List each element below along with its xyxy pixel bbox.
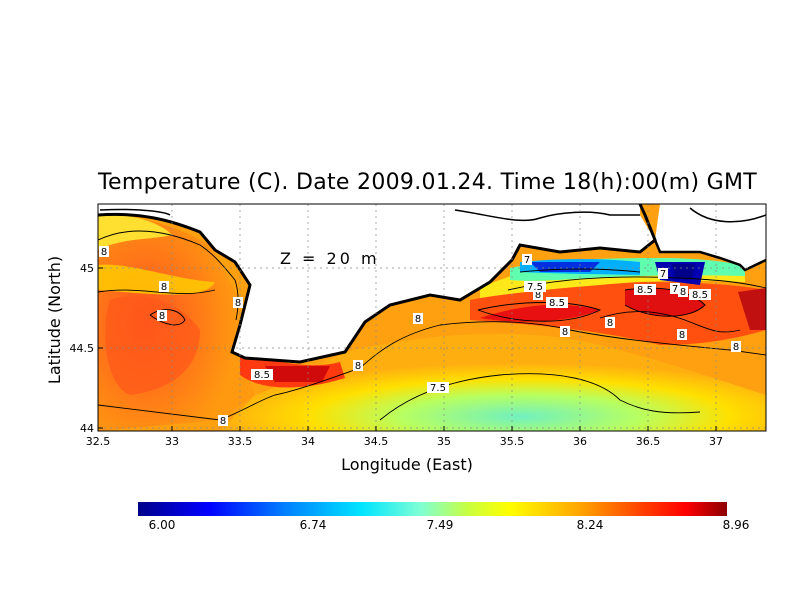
contour-label: 8 <box>413 313 423 325</box>
svg-text:8: 8 <box>415 314 421 325</box>
contour-label: 8 <box>233 297 243 309</box>
west-warm-core <box>105 296 200 395</box>
plot-frame <box>97 203 767 432</box>
x-tick-label: 34.5 <box>364 435 389 448</box>
contour-label: 8.5 <box>546 297 568 309</box>
central-cool-region <box>220 333 766 431</box>
svg-text:8.5: 8.5 <box>637 285 653 296</box>
depth-label: Z = 20 m <box>280 249 380 268</box>
contour-label: 7 <box>658 268 668 280</box>
west-yellow-band <box>98 264 215 295</box>
x-axis: 32.5 33 33.5 34 34.5 35 35.5 36 36.5 37 <box>86 426 723 448</box>
svg-text:8.5: 8.5 <box>254 370 270 381</box>
contour-label: 8 <box>99 246 109 258</box>
northeast-land <box>700 204 766 228</box>
svg-text:8: 8 <box>220 416 226 427</box>
svg-text:8: 8 <box>355 361 361 372</box>
warm-core-3 <box>738 288 766 330</box>
azov-coastline <box>689 207 766 223</box>
svg-text:7: 7 <box>660 269 666 280</box>
contour-label: 8 <box>533 289 543 301</box>
svg-text:8: 8 <box>159 311 165 322</box>
svg-text:8: 8 <box>101 247 107 258</box>
contour-label: 8 <box>159 281 169 293</box>
contour-label: 8 <box>353 360 363 372</box>
contour-label: 8.5 <box>634 284 656 296</box>
svg-text:8: 8 <box>535 290 541 301</box>
y-tick-label: 44.5 <box>70 342 95 355</box>
east-coastline <box>653 239 766 272</box>
contour-label: 7.5 <box>524 281 546 293</box>
svg-text:7: 7 <box>524 255 530 266</box>
x-tick-label: 33.5 <box>228 435 253 448</box>
svg-text:8: 8 <box>161 282 167 293</box>
svg-text:8.5: 8.5 <box>549 298 565 309</box>
y-tick-label: 44 <box>80 422 94 435</box>
svg-text:8: 8 <box>607 318 613 329</box>
contour-label: 8 <box>560 326 570 338</box>
colorbar-tick-label: 8.24 <box>576 518 604 532</box>
x-tick-label: 33 <box>165 435 179 448</box>
contour-label: 8 <box>678 286 688 298</box>
contour-label: 8.5 <box>251 369 273 381</box>
contour-label: 7.5 <box>427 382 449 394</box>
svg-text:7.5: 7.5 <box>430 383 446 394</box>
colorbar-tick-label: 6.00 <box>148 518 176 532</box>
x-tick-label: 32.5 <box>86 435 111 448</box>
svg-text:8: 8 <box>680 287 686 298</box>
y-tick-label: 45 <box>80 262 94 275</box>
x-tick-label: 35.5 <box>500 435 525 448</box>
northwest-yellow-band <box>98 214 172 250</box>
contour-label: 8 <box>605 317 615 329</box>
colorbar <box>138 502 727 516</box>
grid-lines <box>98 204 766 431</box>
svg-text:7: 7 <box>672 284 678 295</box>
svg-text:8.5: 8.5 <box>692 290 708 301</box>
contour-label: 7 <box>522 254 532 266</box>
svg-text:8: 8 <box>235 298 241 309</box>
crimean-warm-core <box>265 366 330 382</box>
x-axis-label: Longitude (East) <box>341 455 473 474</box>
contour-label: 8 <box>731 341 741 353</box>
x-tick-label: 34 <box>301 435 315 448</box>
contour-label: 8.5 <box>689 289 711 301</box>
y-axis-label: Latitude (North) <box>45 256 64 384</box>
cold-pool-2-core <box>672 264 695 280</box>
svg-text:8: 8 <box>562 327 568 338</box>
colorbar-tick-label: 7.49 <box>426 518 454 532</box>
north-coastline <box>99 208 640 222</box>
colorbar-tick-label: 8.96 <box>722 518 750 532</box>
svg-text:8: 8 <box>679 330 685 341</box>
colorbar-tick-label: 6.74 <box>299 518 327 532</box>
warm-core-1 <box>480 304 600 322</box>
crimea-landmass <box>98 204 655 362</box>
y-axis: 44 44.5 45 <box>70 262 103 435</box>
contour-label: 7 <box>670 283 680 295</box>
x-tick-label: 35 <box>437 435 451 448</box>
contour-label: 8 <box>677 329 687 341</box>
svg-text:8: 8 <box>733 342 739 353</box>
contour-label: 8 <box>218 415 228 427</box>
x-tick-label: 36 <box>573 435 587 448</box>
svg-text:7.5: 7.5 <box>527 282 543 293</box>
map-title: Temperature (C). Date 2009.01.24. Time 1… <box>98 170 757 195</box>
x-tick-label: 36.5 <box>636 435 661 448</box>
x-tick-label: 37 <box>709 435 723 448</box>
contour-label: 8 <box>157 310 167 322</box>
